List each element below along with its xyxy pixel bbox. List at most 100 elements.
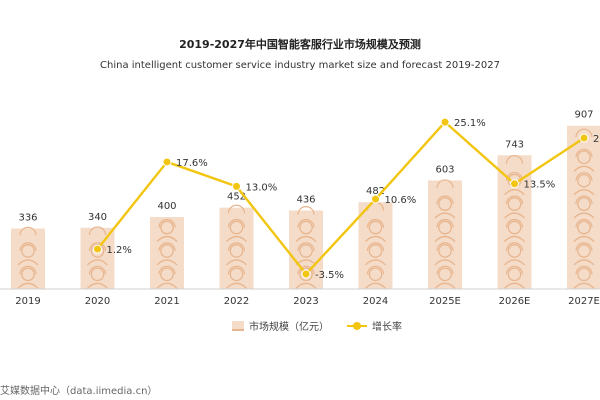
agent-icon-headset: [227, 242, 246, 251]
agent-icon: [434, 265, 456, 289]
agent-icon-body: [504, 189, 525, 196]
bar-value-label: 340: [88, 212, 107, 223]
agent-icon-body: [295, 282, 317, 289]
agent-icon: [17, 265, 39, 289]
agent-icon-partial: [297, 206, 315, 215]
agent-icon-body: [573, 282, 595, 289]
agent-icon-headset: [19, 265, 37, 275]
x-tick-label: 2027E: [568, 296, 600, 307]
agent-icon-headset: [88, 242, 107, 251]
agent-icon: [573, 265, 595, 289]
x-tick-label: 2022: [224, 296, 249, 307]
agent-icon-head: [438, 244, 452, 258]
growth-rate-point: [440, 117, 450, 127]
growth-rate-label: 1.2%: [107, 245, 132, 256]
agent-icon: [156, 265, 178, 289]
agent-icon-head: [368, 244, 383, 258]
bar-2020: 340: [80, 212, 115, 289]
bar-rect-2020: [80, 227, 115, 289]
agent-icon-head: [368, 220, 383, 235]
agent-icon-head: [577, 244, 591, 258]
agent-icon-head: [90, 267, 105, 282]
agent-icon-head: [299, 244, 313, 258]
agent-icon-headset: [505, 195, 524, 205]
agent-icon-headset: [158, 242, 176, 251]
agent-icon-body: [573, 165, 595, 172]
agent-icon-headset: [366, 242, 385, 251]
agent-icon-headset: [88, 265, 107, 275]
bar-rect-2021: [150, 217, 184, 289]
bar-2019: 336: [11, 213, 45, 289]
agent-icon-head: [21, 244, 35, 258]
legend-swatch-growth-rate: [347, 321, 367, 330]
agent-icon-head: [160, 267, 174, 282]
growth-rate-line: [96, 120, 585, 276]
agent-icon-partial: [19, 226, 37, 236]
x-tick-label: 2020: [85, 296, 110, 307]
agent-icon-headset: [575, 242, 593, 251]
agent-icon-body: [226, 259, 247, 266]
agent-icon-body: [504, 235, 525, 242]
bar-2025E: 603: [428, 164, 462, 289]
agent-icon-headset: [227, 218, 246, 228]
agent-icon-body: [365, 282, 386, 289]
agent-icon-head: [368, 267, 383, 282]
x-tick-label: 2021: [154, 296, 179, 307]
agent-icon: [504, 242, 525, 266]
legend-item-growth-rate: 增长率: [347, 318, 402, 333]
x-tick-label: 2024: [363, 296, 388, 307]
agent-icon-headset: [575, 218, 593, 228]
agent-icon: [17, 242, 39, 266]
agent-icon-body: [295, 235, 317, 242]
bar-rect-2027E: [567, 125, 600, 290]
agent-icon: [573, 242, 595, 266]
agent-icon: [573, 148, 595, 172]
legend-swatch-market-size: [232, 320, 244, 331]
agent-icon-body: [17, 259, 39, 266]
agent-icon-headset: [575, 195, 593, 205]
growth-rate-label: 13.0%: [246, 182, 278, 193]
agent-icon: [156, 242, 178, 266]
agent-icon: [504, 195, 525, 219]
agent-icon: [156, 218, 178, 242]
agent-icon-body: [226, 235, 247, 242]
agent-icon-body: [434, 235, 456, 242]
agent-icon-body: [573, 235, 595, 242]
agent-icon-headset: [227, 265, 246, 275]
bar-value-label: 400: [157, 201, 176, 212]
agent-icon-headset: [575, 172, 593, 181]
bar-value-label: 336: [18, 213, 37, 224]
agent-icon-head: [21, 267, 35, 282]
agent-icon-headset: [575, 148, 593, 158]
agent-icon-head: [299, 267, 313, 282]
agent-icon-body: [156, 259, 178, 266]
bar-value-label: 452: [227, 192, 246, 203]
agent-icon-body: [156, 282, 178, 289]
agent-icon-headset: [297, 242, 315, 251]
agent-icon: [226, 242, 247, 266]
bar-value-label: 603: [435, 164, 454, 175]
bar-2024: 482: [358, 186, 393, 289]
bar-value-label: 482: [366, 186, 385, 197]
agent-icon-head: [507, 267, 522, 282]
agent-icon: [434, 218, 456, 242]
agent-icon: [365, 265, 386, 289]
agent-icon-head: [160, 220, 174, 235]
agent-icon-headset: [436, 218, 454, 228]
agent-icon: [87, 265, 108, 289]
agent-icon-partial: [88, 226, 107, 236]
growth-rate-point: [162, 157, 172, 167]
growth-rate-point: [301, 269, 311, 279]
agent-icon-body: [434, 259, 456, 266]
agent-icon-body: [434, 282, 456, 289]
chart-title: 2019-2027年中国智能客服行业市场规模及预测: [179, 38, 421, 51]
agent-icon: [295, 218, 317, 242]
chart-subtitle: China intelligent customer service indus…: [100, 60, 500, 71]
agent-icon-body: [226, 282, 247, 289]
agent-icon-head: [577, 150, 591, 165]
agent-icon-head: [577, 267, 591, 282]
agent-icon: [295, 265, 317, 289]
agent-icon-headset: [297, 265, 315, 275]
agent-icon-partial: [575, 128, 593, 138]
